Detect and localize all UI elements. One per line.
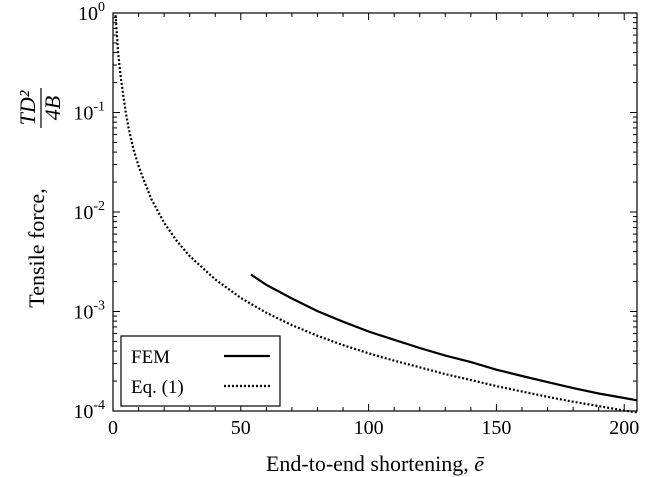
- x-tick-label: 50: [231, 417, 251, 439]
- series-line-1: [250, 273, 638, 402]
- legend: FEM Eq. (1): [120, 335, 281, 407]
- series-line-2: [114, 15, 638, 414]
- y-axis-fraction-denominator: 4B: [40, 96, 65, 120]
- legend-box: [120, 335, 281, 407]
- x-tick-label: 150: [481, 417, 511, 439]
- y-axis-label-text: Tensile force,: [24, 188, 49, 307]
- series-layer: [114, 15, 638, 414]
- y-tick-label: 10-2: [73, 199, 105, 224]
- x-axis-label: End-to-end shortening, ē: [266, 451, 485, 476]
- x-tick-label: 100: [354, 417, 384, 439]
- ticks-layer: 0 50 100 150 200 100 10-1 10-2 10-3 10-4: [73, 0, 639, 439]
- y-tick-label: 10-3: [73, 299, 105, 324]
- y-axis-label: Tensile force, TD² 4B: [15, 88, 65, 308]
- y-tick-label: 10-4: [73, 398, 105, 423]
- y-tick-label: 100: [78, 0, 105, 25]
- labels-layer: End-to-end shortening, ē Tensile force, …: [15, 88, 485, 476]
- x-tick-label: 0: [108, 417, 118, 439]
- y-tick-label: 10-1: [73, 100, 105, 125]
- x-axis-label-text: End-to-end shortening,: [266, 451, 474, 476]
- x-axis-symbol: ē: [474, 451, 485, 476]
- x-tick-label: 200: [609, 417, 639, 439]
- legend-label: Eq. (1): [131, 377, 184, 398]
- y-axis-fraction-numerator: TD²: [15, 90, 40, 125]
- legend-label: FEM: [131, 347, 170, 368]
